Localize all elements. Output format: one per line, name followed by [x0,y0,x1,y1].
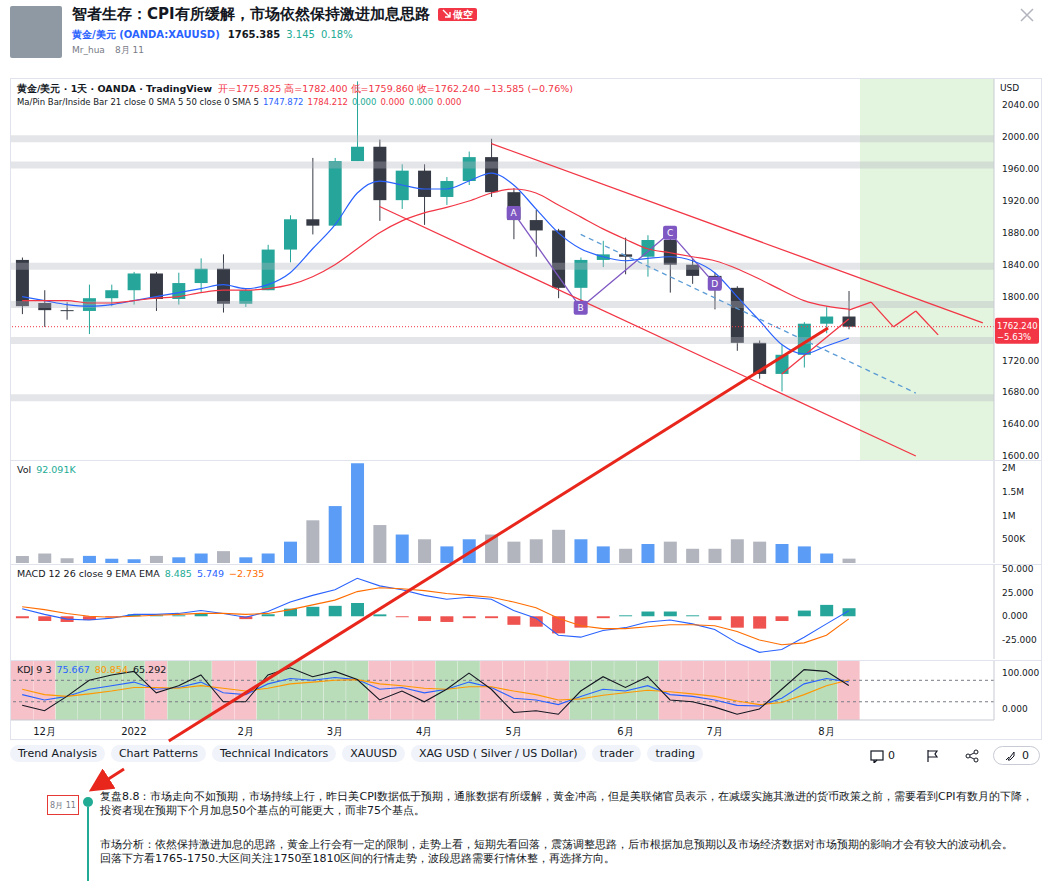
html-text:XAG USD ( Silver / US Dollar): XAG USD ( Silver / US Dollar) [419,747,578,760]
html-text:黄金/美元 · 1天 · OANDA · TradingVi: 黄金/美元 · 1天 · OANDA · TradingView [17,83,212,94]
svg-text:D: D [711,279,718,289]
html-text:0: 0 [888,749,895,762]
svg-text:1.5M: 1.5M [1002,487,1024,497]
html-text:3.145: 3.145 [286,29,315,40]
html-text:5.749: 5.749 [196,568,225,579]
html-text:8月 11: 8月 11 [50,800,76,810]
svg-text:A: A [511,208,518,218]
html-text:MACD 12 26 close 9 EMA EMA: MACD 12 26 close 9 EMA EMA [17,568,160,579]
svg-text:1920.00: 1920.00 [1002,196,1039,206]
svg-text:0.000: 0.000 [1002,704,1028,714]
svg-text:100.000: 100.000 [1002,668,1039,678]
html-text:0.000 0.000 0.000 0.000: 0.000 0.000 0.000 0.000 [352,97,462,107]
svg-text:-25.000: -25.000 [1002,635,1037,645]
svg-text:1640.00: 1640.00 [1002,419,1039,429]
svg-text:500K: 500K [1002,534,1026,544]
html-text:XAUUSD: XAUUSD [350,747,397,760]
html-text:复盘8.8：市场走向不如预期，市场持续上行，昨日美CPI数据: 复盘8.8：市场走向不如预期，市场持续上行，昨日美CPI数据低于预期，通胀数据有… [100,790,1033,817]
svg-text:8月: 8月 [818,726,834,737]
html-text:Ma/Pin Bar/Inside Bar 21 close: Ma/Pin Bar/Inside Bar 21 close 0 SMA 5 5… [17,97,348,107]
html-text:KDJ 9 3: KDJ 9 3 [17,664,52,675]
svg-text:2000.00: 2000.00 [1002,132,1039,142]
svg-text:1600.00: 1600.00 [1002,451,1039,460]
svg-text:−5.63%: −5.63% [997,332,1031,342]
html-text:开=1775.825 高=1782.400 低=1759.8: 开=1775.825 高=1782.400 低=1759.860 收=1762.… [217,83,573,94]
svg-text:7月: 7月 [707,726,723,737]
html-text:Chart Patterns: Chart Patterns [118,747,198,760]
html-text:0.18%: 0.18% [320,29,353,40]
html-text:92.091K: 92.091K [36,464,76,475]
svg-text:2022: 2022 [121,726,146,737]
svg-text:25.000: 25.000 [1002,588,1034,598]
svg-text:1880.00: 1880.00 [1002,228,1039,238]
svg-text:1720.00: 1720.00 [1002,356,1039,366]
html-text:0: 0 [1022,749,1029,762]
html-text:80.854: 80.854 [94,664,128,675]
html-text:智者生存：CPI有所缓解，市场依然保持激进加息思路: 智者生存：CPI有所缓解，市场依然保持激进加息思路 [72,5,430,23]
html-text:Technical Indicators: Technical Indicators [220,747,329,760]
html-text:Mr_hua: Mr_hua [72,45,105,55]
html-text:做空: 做空 [452,8,473,20]
svg-text:6月: 6月 [617,726,633,737]
html-text:回落下方看1765-1750.大区间关注1750至1810区: 回落下方看1765-1750.大区间关注1750至1810区间的行情走势，波段思… [100,852,616,865]
svg-text:B: B [578,303,584,313]
svg-text:3月: 3月 [327,726,343,737]
html-text:黄金/美元 (OANDA:XAUUSD): 黄金/美元 (OANDA:XAUUSD) [72,29,220,40]
html-text:1765.385: 1765.385 [227,29,281,40]
html-text:USD: USD [1000,83,1020,93]
svg-text:2月: 2月 [237,726,253,737]
svg-text:1M: 1M [1002,511,1016,521]
html-text:8.485: 8.485 [164,568,192,579]
html-text:65.292: 65.292 [133,664,167,675]
svg-text:1762.240: 1762.240 [997,321,1038,331]
svg-text:2M: 2M [1002,463,1016,473]
html-text:市场分析：依然保持激进加息的思路，黄金上行会有一定的限制，走: 市场分析：依然保持激进加息的思路，黄金上行会有一定的限制，走势上看，短期先看回落… [100,838,1013,851]
svg-text:1960.00: 1960.00 [1002,164,1039,174]
svg-text:1800.00: 1800.00 [1002,292,1039,302]
html-text:Trend Analysis: Trend Analysis [18,747,97,760]
html-text:trader: trader [599,747,634,760]
html-text:−2.735: −2.735 [229,568,265,579]
svg-text:50.000: 50.000 [1002,565,1034,574]
html-text:8月 11: 8月 11 [114,45,144,55]
html-text:Vol: Vol [17,464,32,475]
svg-text:1840.00: 1840.00 [1002,260,1039,270]
html-text:trading: trading [655,747,696,760]
svg-text:12月: 12月 [33,726,56,737]
svg-text:0.000: 0.000 [1002,611,1028,621]
svg-text:5月: 5月 [505,726,521,737]
svg-text:1680.00: 1680.00 [1002,387,1039,397]
html-text:75.667: 75.667 [56,664,90,675]
svg-text:2040.00: 2040.00 [1002,100,1039,110]
svg-text:C: C [667,228,673,238]
svg-text:4月: 4月 [416,726,432,737]
